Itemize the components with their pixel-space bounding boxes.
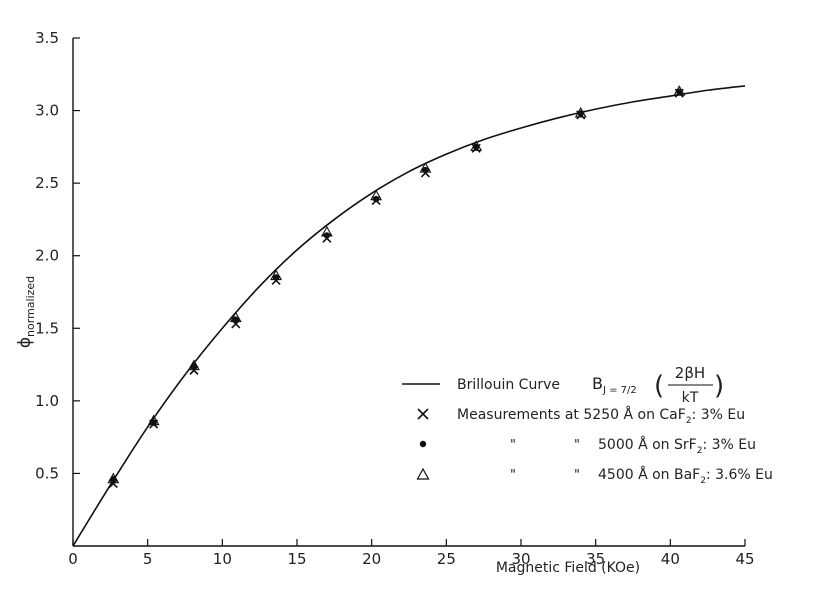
- triangle-point: [673, 85, 686, 96]
- legend-entry-1: Measurements at 5250 Å on CaF2: 3% Eu: [457, 406, 745, 426]
- y-axis-symbol: ϕ: [15, 337, 35, 348]
- legend-marker-dot: [419, 440, 427, 448]
- brillouin-curve: [72, 85, 746, 547]
- triangle-point: [229, 311, 242, 323]
- x-tick-label: 15: [287, 550, 306, 568]
- triangle-point: [370, 189, 383, 201]
- x-tick-label: 35: [586, 550, 605, 568]
- y-tick-label: 3.5: [35, 29, 59, 47]
- y-tick-label: 2.0: [35, 247, 59, 265]
- legend-formula-numerator: 2βH: [675, 364, 705, 382]
- x-tick-label: 10: [213, 550, 232, 568]
- triangle-point: [270, 269, 283, 281]
- y-axis-ticks: 0.5 1.0 1.5 2.0 2.5 3.0 3.5: [35, 29, 80, 482]
- legend-ditto-3a: ": [510, 468, 516, 483]
- svg-text:ϕnormalized: ϕnormalized: [15, 276, 37, 348]
- legend-entry-2: 5000 Å on SrF2: 3% Eu: [598, 436, 756, 456]
- triangle-point: [470, 140, 483, 151]
- triangle-point: [320, 225, 333, 237]
- legend-formula-paren-open: (: [654, 371, 664, 401]
- data-markers: [107, 85, 686, 489]
- legend: Brillouin Curve BJ = 7/2 ( 2βH kT ) Meas…: [402, 364, 773, 486]
- triangle-point: [574, 106, 587, 118]
- x-axis-ticks: 0 5 10 15 20 25 30 35 40 45: [68, 539, 755, 568]
- legend-marker-triangle: [416, 467, 430, 480]
- y-tick-label: 1.5: [35, 319, 59, 337]
- triangle-point: [188, 359, 200, 371]
- x-tick-label: 40: [661, 550, 680, 568]
- triangle-point: [419, 161, 432, 173]
- x-tick-label: 5: [143, 550, 153, 568]
- legend-formula: BJ = 7/2: [592, 374, 637, 396]
- x-tick-label: 25: [437, 550, 456, 568]
- x-tick-label: 0: [68, 550, 78, 568]
- legend-ditto-3b: ": [574, 468, 580, 483]
- y-tick-label: 1.0: [35, 392, 59, 410]
- x-tick-label: 45: [735, 550, 754, 568]
- y-tick-label: 2.5: [35, 174, 59, 192]
- x-axis-title: Magnetic Field (KOe): [496, 560, 640, 576]
- x-tick-label: 30: [511, 550, 530, 568]
- legend-marker-cross: [417, 408, 429, 420]
- legend-curve-label: Brillouin Curve: [457, 377, 560, 393]
- legend-formula-denominator: kT: [682, 390, 699, 406]
- legend-entry-3: 4500 Å on BaF2: 3.6% Eu: [598, 466, 773, 486]
- y-axis-subscript: normalized: [24, 276, 37, 337]
- legend-formula-paren-close: ): [714, 371, 724, 401]
- triangle-point: [147, 414, 160, 426]
- legend-ditto-2a: ": [510, 438, 516, 453]
- dot-point: [372, 195, 380, 203]
- y-tick-label: 0.5: [35, 464, 59, 482]
- dot-point: [323, 232, 331, 239]
- legend-ditto-2b: ": [574, 438, 580, 453]
- triangle-point: [107, 472, 120, 484]
- y-axis-title: ϕnormalized: [15, 276, 37, 348]
- y-tick-label: 3.0: [35, 102, 59, 120]
- x-tick-label: 20: [362, 550, 381, 568]
